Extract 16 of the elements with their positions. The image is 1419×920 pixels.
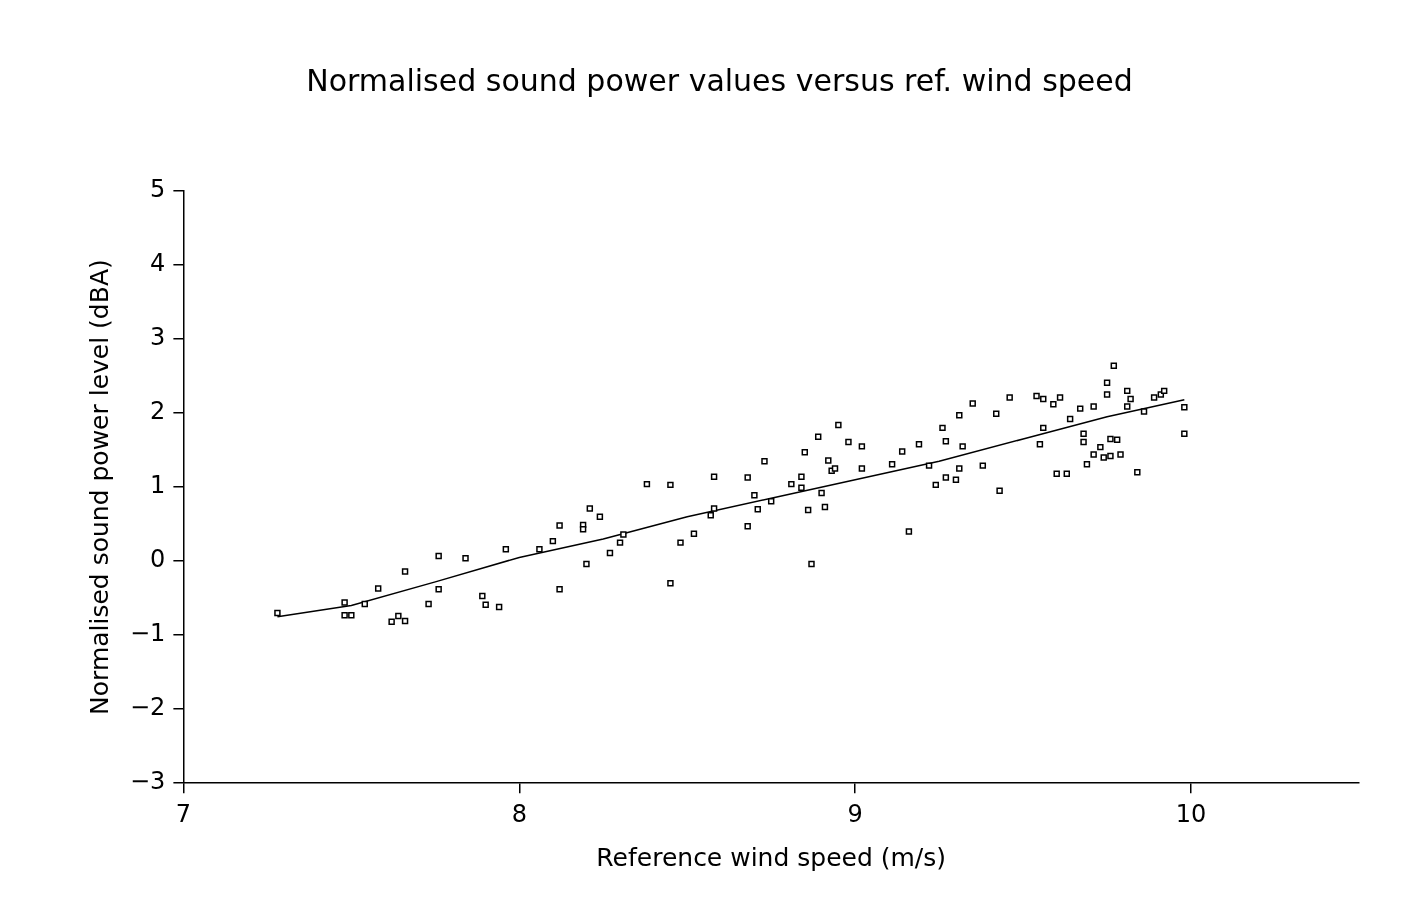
x-tick-label: 8 (511, 799, 527, 828)
x-tick-label: 7 (175, 799, 192, 828)
y-tick-label: −3 (129, 767, 166, 796)
x-tick-label: 9 (847, 799, 863, 828)
y-axis-title: Normalised sound power level (dBA) (84, 259, 114, 715)
y-tick-label: −1 (129, 619, 166, 648)
y-tick-label: 1 (150, 471, 166, 500)
y-tick-label: 3 (150, 323, 166, 352)
chart-title: Normalised sound power values versus ref. wind speed (306, 62, 1133, 98)
y-tick-label: 2 (150, 397, 166, 426)
y-tick-label: 0 (150, 545, 166, 574)
x-tick-label: 10 (1175, 799, 1207, 828)
x-axis-title: Reference wind speed (m/s) (596, 842, 947, 872)
y-tick-label: 5 (150, 175, 166, 204)
y-tick-label: 4 (150, 249, 166, 278)
y-tick-label: −2 (129, 693, 166, 722)
